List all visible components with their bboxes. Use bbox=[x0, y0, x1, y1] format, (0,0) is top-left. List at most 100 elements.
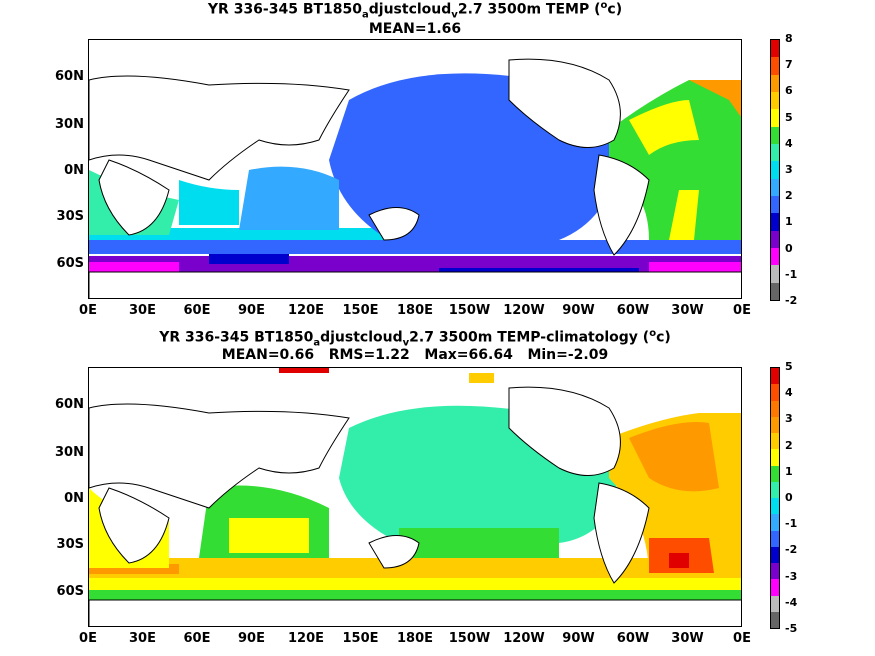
colorbar-segment bbox=[771, 57, 779, 75]
title-text: YR 336-345 BT1850 bbox=[159, 329, 314, 346]
panel-2-colorbar bbox=[770, 367, 780, 629]
colorbar-segment bbox=[771, 546, 779, 563]
colorbar-segment bbox=[771, 433, 779, 450]
lat-label: 30N bbox=[55, 117, 84, 132]
lon-label: 60E bbox=[183, 303, 211, 318]
lat-label: 30N bbox=[55, 445, 84, 460]
colorbar-label: 5 bbox=[785, 360, 793, 373]
lon-label: 0E bbox=[733, 631, 751, 646]
colorbar-segment bbox=[771, 368, 779, 385]
colorbar-segment bbox=[771, 579, 779, 596]
field-atlantic-warm bbox=[629, 100, 699, 155]
panel-2-stats: MEAN=0.66 RMS=1.22 Max=66.64 Min=-2.09 bbox=[221, 347, 609, 363]
colorbar-label: 8 bbox=[785, 32, 793, 45]
colorbar-segment bbox=[771, 282, 779, 300]
field-atlantic-hot bbox=[669, 553, 689, 568]
land-africa bbox=[98, 487, 170, 564]
field-atlantic-warm bbox=[689, 80, 741, 118]
lon-label: 150E bbox=[342, 303, 379, 318]
panel-1-title: YR 336-345 BT1850adjustcloudv2.7 3500m T… bbox=[88, 0, 742, 23]
colorbar-segment bbox=[771, 40, 779, 58]
land-australia bbox=[368, 535, 420, 569]
lon-label: 120W bbox=[503, 303, 545, 318]
colorbar-segment bbox=[771, 74, 779, 92]
land-australia bbox=[368, 207, 420, 241]
colorbar-segment bbox=[771, 126, 779, 144]
lat-label: 30S bbox=[56, 209, 84, 224]
colorbar-segment bbox=[771, 195, 779, 214]
land-south-america bbox=[593, 482, 650, 584]
lon-label: 90E bbox=[238, 631, 265, 646]
lat-label: 0N bbox=[64, 163, 84, 178]
lon-label: 120W bbox=[503, 631, 545, 646]
land-eurasia bbox=[89, 403, 350, 509]
colorbar-segment bbox=[771, 213, 779, 231]
colorbar-segment bbox=[771, 384, 779, 401]
lon-label: 30W bbox=[671, 631, 704, 646]
lon-label: 90W bbox=[562, 631, 595, 646]
colorbar-segment bbox=[771, 416, 779, 433]
field-band bbox=[89, 256, 741, 274]
field-band bbox=[649, 262, 741, 274]
field-atlantic bbox=[629, 422, 719, 492]
field-pacific-south bbox=[399, 528, 559, 558]
lon-label: 60E bbox=[183, 631, 211, 646]
title-subscript: v bbox=[451, 9, 458, 21]
colorbar-label: 2 bbox=[785, 438, 793, 452]
field-arctic bbox=[279, 368, 329, 373]
colorbar-segment bbox=[771, 265, 779, 283]
lon-label: 180E bbox=[396, 631, 434, 646]
field-band bbox=[89, 564, 179, 574]
lat-label: 60N bbox=[55, 69, 84, 84]
lon-label: 30E bbox=[129, 631, 156, 646]
field-band bbox=[89, 558, 741, 578]
panel-2-map bbox=[88, 367, 742, 627]
title-superscript: o bbox=[600, 0, 608, 11]
title-text: djustcloud bbox=[368, 1, 452, 18]
colorbar-label: 3 bbox=[785, 412, 793, 426]
colorbar-label: -5 bbox=[785, 622, 798, 635]
lon-label: 180E bbox=[396, 303, 434, 318]
panel-2-map-svg bbox=[89, 368, 741, 626]
land-africa bbox=[98, 159, 170, 236]
colorbar-segment bbox=[771, 178, 779, 196]
lon-label: 0E bbox=[733, 303, 751, 318]
lon-label: 150E bbox=[342, 631, 379, 646]
field-arctic bbox=[469, 373, 494, 383]
field-band bbox=[89, 262, 179, 274]
lat-label: 30S bbox=[56, 537, 84, 552]
colorbar-segment bbox=[771, 465, 779, 482]
lon-label: 60W bbox=[616, 631, 650, 646]
colorbar-label: 6 bbox=[785, 84, 793, 98]
lat-label: 60S bbox=[56, 256, 84, 271]
colorbar-label: 4 bbox=[785, 386, 793, 400]
colorbar-segment bbox=[771, 400, 779, 417]
land-antarctica bbox=[89, 271, 741, 298]
colorbar-label: 3 bbox=[785, 163, 793, 176]
title-text: 2.7 3500m TEMP ( bbox=[457, 1, 601, 18]
field-indian bbox=[239, 166, 339, 230]
colorbar-label: 5 bbox=[785, 110, 793, 124]
title-subscript: v bbox=[402, 337, 410, 349]
title-subscript: a bbox=[362, 9, 369, 21]
field-band bbox=[89, 578, 741, 592]
land-north-america bbox=[508, 58, 621, 148]
land-south-america bbox=[593, 154, 650, 256]
land-antarctica bbox=[89, 599, 741, 626]
colorbar-label: 0 bbox=[785, 241, 793, 255]
lon-label: 30E bbox=[129, 303, 156, 318]
colorbar-segment bbox=[771, 611, 779, 628]
colorbar-label: -4 bbox=[785, 595, 798, 609]
title-text: c) bbox=[656, 329, 671, 346]
colorbar-label: -1 bbox=[785, 517, 798, 531]
colorbar-segment bbox=[771, 247, 779, 266]
colorbar-segment bbox=[771, 498, 779, 515]
lat-label: 0N bbox=[64, 491, 84, 506]
colorbar-segment bbox=[771, 530, 779, 547]
title-superscript: o bbox=[649, 328, 657, 339]
colorbar-label: -1 bbox=[785, 267, 798, 281]
lon-label: 120E bbox=[287, 303, 325, 318]
lon-label: 60W bbox=[616, 303, 650, 318]
colorbar-label: 4 bbox=[785, 136, 793, 150]
colorbar-label: -3 bbox=[785, 569, 798, 583]
